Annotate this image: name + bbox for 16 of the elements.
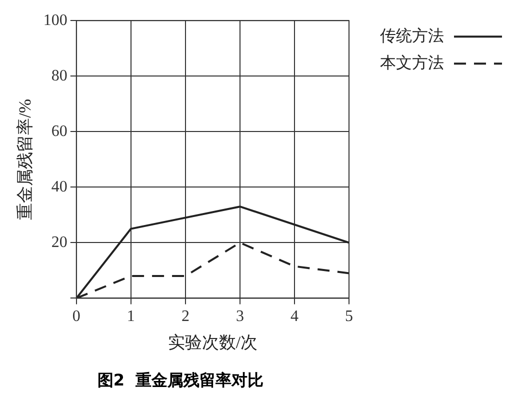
x-tick-label: 0	[72, 308, 80, 326]
y-tick-label: 40	[51, 178, 68, 196]
x-tick-label: 3	[236, 308, 244, 326]
x-tick-label: 1	[126, 308, 135, 326]
text: 图2 重金属残留率对比	[97, 370, 264, 390]
y-tick-label: 20	[51, 234, 68, 251]
legend-label: 传统方法	[380, 26, 444, 45]
y-axis-title: 重金属残留率/%	[16, 98, 35, 220]
x-tick-label: 5	[345, 308, 353, 326]
x-axis-title: 实验次数/次	[168, 333, 258, 352]
y-tick-label: 80	[51, 67, 68, 84]
x-tick-label: 4	[290, 308, 298, 326]
y-tick-label: 100	[43, 12, 68, 29]
x-tick-label: 2	[181, 308, 190, 326]
y-tick-label: 60	[51, 122, 68, 140]
legend-label: 本文方法	[380, 54, 444, 72]
